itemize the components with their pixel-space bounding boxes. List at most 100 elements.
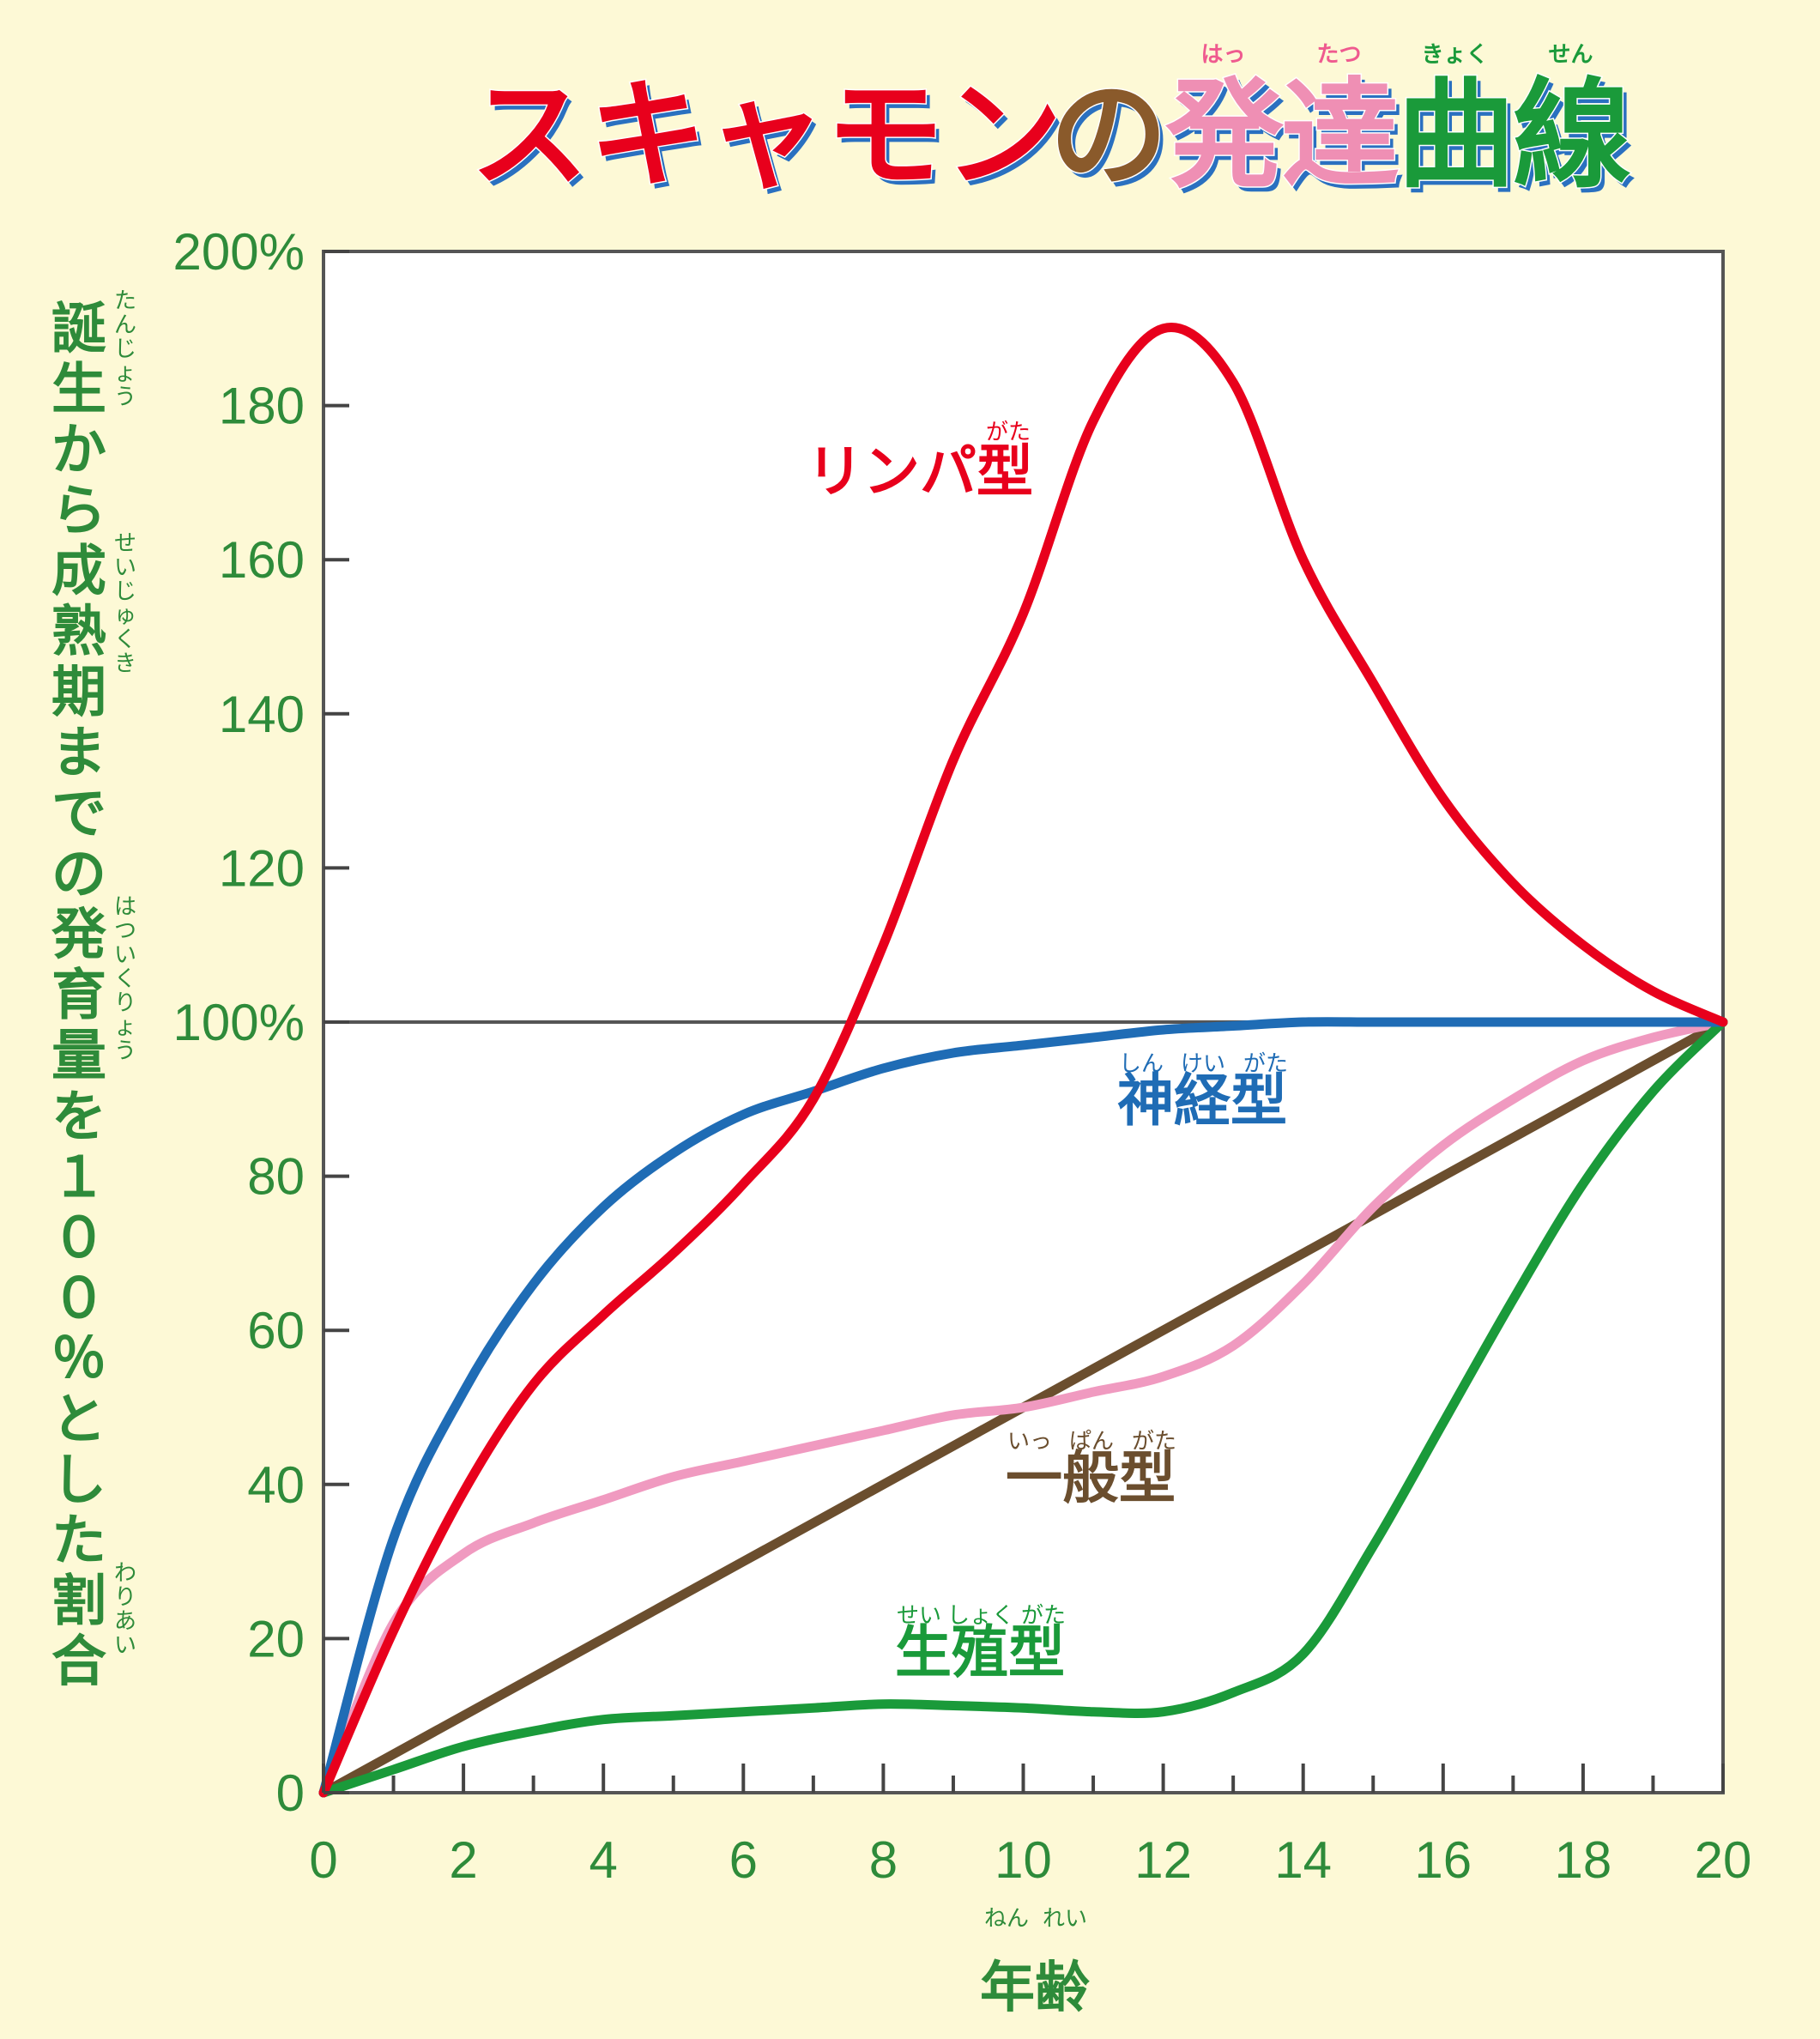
y-axis-ruby-1-3: ゅ [114,602,136,628]
y-axis-title-char-9: の [51,843,106,906]
series-group [318,323,1728,1798]
x-tick-label-10: 10 [995,1831,1052,1889]
y-tick-label-60: 60 [247,1302,305,1359]
x-tick-label-6: 6 [729,1831,758,1889]
y-axis-title-char-3: ら [51,480,106,543]
x-tick-label-8: 8 [869,1831,898,1889]
y-axis-title-char-7: ま [51,722,106,785]
y-axis-ruby-3-2: あ [114,1609,136,1635]
series-label-ruby-lymph-0: がた [986,420,1031,445]
title-shadow-5: 線 [1517,71,1636,209]
x-tick-label-14: 14 [1274,1831,1332,1889]
y-axis-ruby-3-0: わ [114,1561,136,1587]
x-tick-label-16: 16 [1414,1831,1472,1889]
x-axis-title-ruby-1: れい [1043,1906,1087,1932]
y-tick-label-160: 160 [219,531,305,589]
x-axis-title-ruby-0: ねん [984,1906,1029,1932]
title-ruby-2: きょく [1421,42,1488,68]
y-axis-ruby-0-2: じ [114,336,136,362]
y-axis-title-char-4: 成 [51,540,106,603]
title-segment-4: 曲 [1397,66,1515,204]
y-axis-title-char-21: 割 [51,1570,106,1634]
y-axis-title-char-0: 誕 [51,298,106,361]
title-ruby-1: たつ [1316,42,1361,68]
y-tick-label-0: 0 [276,1764,305,1822]
y-axis-title-char-1: 生 [51,359,106,422]
y-tick-label-100: 100% [173,994,305,1051]
series-line-pink [318,1017,1728,1798]
y-tick-label-120: 120 [219,839,305,897]
y-axis-title-char-14: １ [51,1146,106,1209]
y-tick-label-80: 80 [247,1148,305,1206]
y-tick-label-140: 140 [219,686,305,743]
y-axis-title-char-11: 育 [51,965,106,1028]
y-axis-title-char-2: か [51,419,106,482]
y-axis-title-char-17: ％ [51,1328,106,1391]
x-tick-label-20: 20 [1695,1831,1752,1889]
series-label-reproductive: 生殖型 [895,1619,1065,1685]
y-axis-title-char-18: と [51,1389,106,1452]
x-tick-label-4: 4 [590,1831,618,1889]
series-label-ruby-neural-1: けい [1181,1051,1225,1077]
y-axis-ruby-0-3: ょ [114,360,136,386]
y-axis-ruby-2-5: ょ [114,1014,136,1040]
series-label-ruby-general-1: ぱん [1069,1429,1114,1455]
title-segment-5: 線 [1513,66,1631,204]
y-axis-ruby-2-0: は [114,894,136,920]
x-tick-label-12: 12 [1134,1831,1192,1889]
y-axis-ruby-2-3: く [114,966,136,992]
y-axis-title-char-6: 期 [51,662,106,725]
series-label-ruby-general-2: がた [1132,1429,1176,1455]
title-segment-1: の [1049,66,1168,204]
y-axis-title-char-13: を [51,1086,106,1149]
y-axis-title-char-15: ０ [51,1207,106,1270]
y-axis-title-char-10: 発 [51,904,107,967]
series-label-ruby-neural-2: がた [1243,1051,1288,1077]
title-shadow-3: 達 [1285,71,1404,209]
y-axis-title-char-16: ０ [51,1268,106,1331]
title-ruby-3: せん [1548,42,1593,68]
title-segment-3: 達 [1281,66,1400,204]
series-label-general: 一般型 [1006,1445,1176,1511]
x-axis-title: 年齢 [980,1957,1090,2020]
y-axis-ruby-0-0: た [114,288,136,314]
title-shadow-4: 曲 [1401,71,1520,209]
y-axis-ruby-2-6: う [114,1038,136,1064]
y-tick-label-200: 200% [173,223,305,281]
title-segment-0: スキャモン [470,66,1062,204]
y-axis-ruby-1-2: じ [114,578,136,604]
y-tick-label-40: 40 [247,1456,305,1514]
title-segment-2: 発 [1165,66,1285,204]
series-label-ruby-reproductive-2: がた [1021,1603,1066,1629]
y-axis-title-char-8: で [51,783,106,846]
y-axis-ruby-3-3: い [114,1633,136,1659]
y-axis-ruby-2-4: り [114,990,136,1016]
y-axis-ruby-1-1: い [114,554,136,580]
series-label-ruby-general-0: いっ [1007,1429,1052,1455]
y-axis-ruby-2-1: つ [114,918,136,944]
y-axis-ruby-1-0: せ [114,530,136,556]
x-tick-label-0: 0 [309,1831,337,1889]
series-label-neural: 神経型 [1117,1068,1287,1134]
title-shadow-1: の [1054,71,1172,209]
y-tick-label-20: 20 [247,1610,305,1667]
axes: 0 20 40 60 80 100% 120 140 160 180 200% 0 2 4 6 8 10 12 14… [173,223,1752,1889]
series-label-lymph: リンパ型 [807,439,1033,505]
title-shadow-2: 発 [1170,71,1289,209]
y-axis-title-char-12: 量 [51,1025,106,1088]
y-axis-ruby-2-2: い [114,942,136,968]
x-tick-label-2: 2 [449,1831,477,1889]
y-axis-title-char-20: た [51,1510,106,1573]
series-label-ruby-neural-0: しん [1119,1051,1164,1077]
y-axis-ruby-1-4: く [114,626,136,652]
series-label-ruby-reproductive-0: せい [897,1603,941,1629]
y-tick-label-180: 180 [219,378,305,435]
series-label-ruby-reproductive-1: しょく [947,1603,1014,1629]
y-axis-ruby-0-1: ん [114,312,136,338]
series-line-lymph [318,323,1728,1798]
y-axis-title-char-5: 熟 [51,601,106,664]
